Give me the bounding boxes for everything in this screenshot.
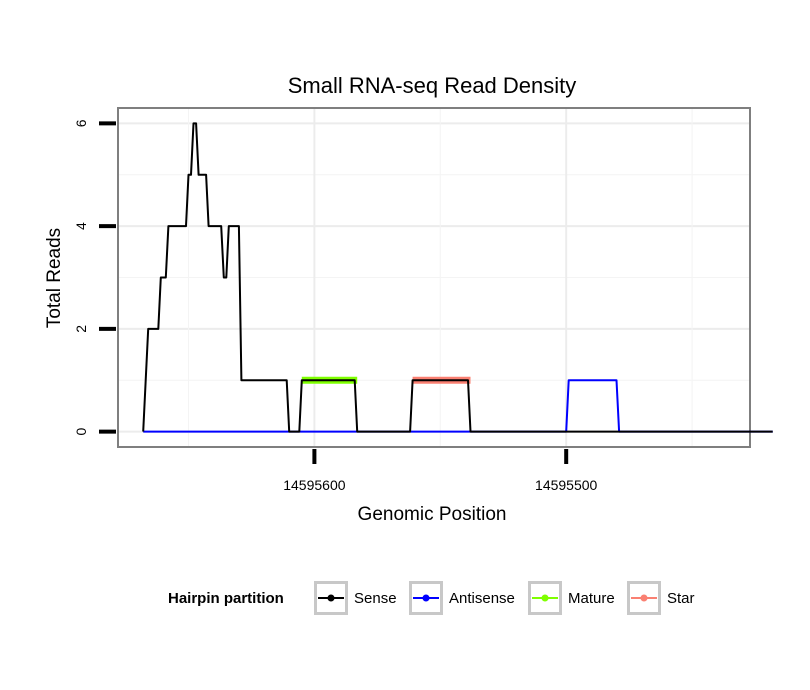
series-line-antisense: [143, 379, 773, 433]
x-tick-label: 14595500: [535, 477, 598, 493]
legend-label-star: Star: [667, 590, 695, 607]
legend-key-dot: [422, 594, 430, 602]
legend-label-antisense: Antisense: [449, 590, 515, 607]
legend: Hairpin partition Sense Antisense Mature St…: [168, 581, 695, 615]
plot-panel-border: [117, 107, 751, 448]
x-axis-title: Genomic Position: [358, 504, 507, 525]
y-tick-label: 0: [73, 427, 89, 435]
chart-title: Small RNA-seq Read Density: [288, 73, 577, 98]
y-tick-label: 4: [73, 222, 89, 230]
x-tick-label: 14595600: [283, 477, 346, 493]
y-tick-label: 6: [73, 119, 89, 127]
legend-title: Hairpin partition: [168, 590, 284, 607]
series-layer: [142, 122, 773, 433]
series-line-sense: [142, 122, 773, 433]
y-axis-title: Total Reads: [44, 228, 65, 328]
x-axis: 14595600 14595500: [283, 449, 598, 493]
legend-key-dot: [541, 594, 549, 602]
legend-label-sense: Sense: [354, 590, 397, 607]
y-tick-label: 2: [73, 325, 89, 333]
gridlines: [118, 108, 750, 447]
legend-key-dot: [327, 594, 335, 602]
y-axis: 0 2 4 6: [73, 119, 116, 435]
legend-label-mature: Mature: [568, 590, 615, 607]
legend-key-dot: [640, 594, 648, 602]
